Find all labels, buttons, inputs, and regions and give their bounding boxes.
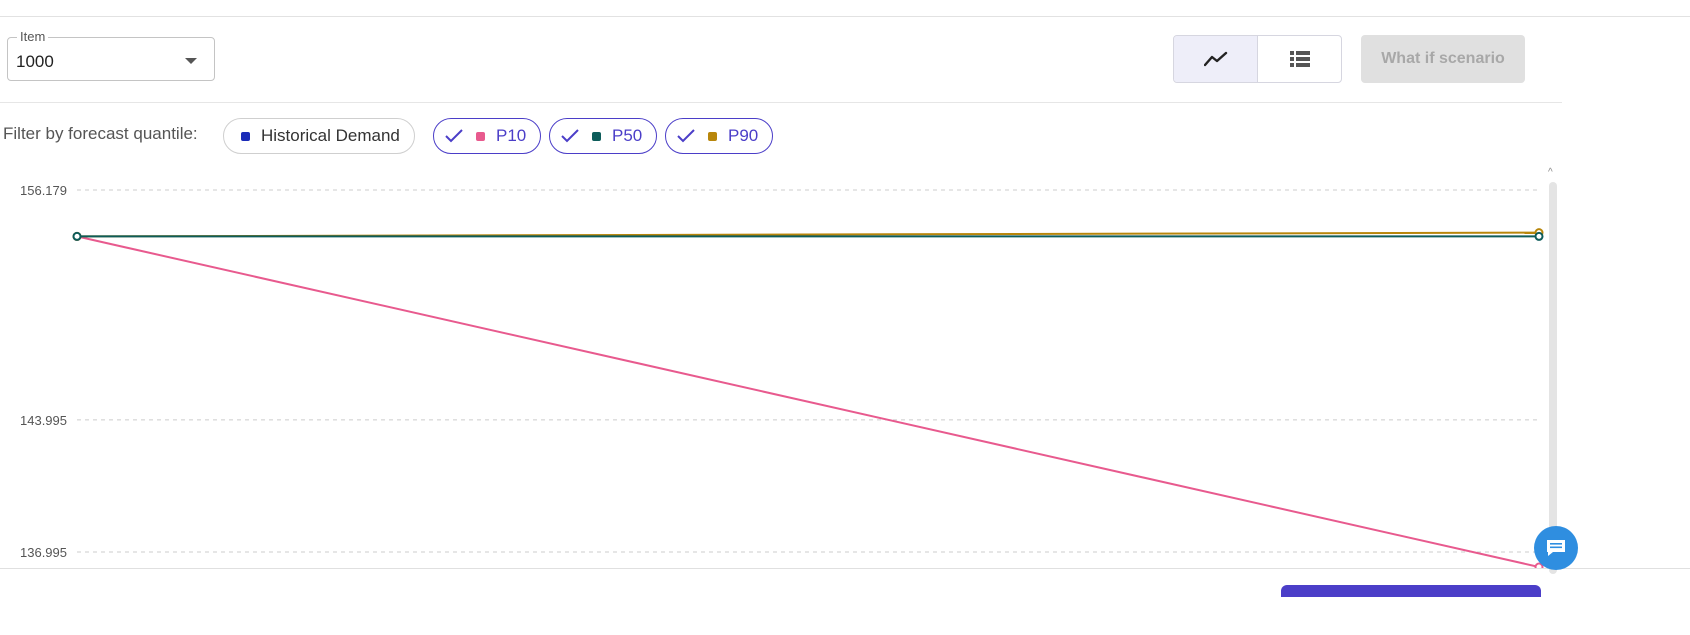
check-icon [444, 128, 464, 144]
y-tick-label: 143.995 [20, 413, 67, 428]
p90-swatch [708, 131, 717, 141]
chip-p90[interactable]: P90 [665, 118, 774, 154]
p10-swatch [476, 131, 485, 141]
chat-icon [1547, 540, 1565, 556]
historical-demand-swatch [241, 131, 250, 141]
chevron-down-icon [185, 58, 197, 64]
chip-label: Historical Demand [261, 126, 400, 145]
chip-p50[interactable]: P50 [549, 118, 658, 154]
chip-historical-demand[interactable]: Historical Demand [223, 118, 415, 154]
table-view-button[interactable] [1258, 36, 1341, 82]
forecast-chart: 156.179 143.995 136.995 [20, 183, 1544, 568]
y-tick-label: 156.179 [20, 183, 67, 198]
what-if-scenario-button[interactable]: What if scenario [1361, 35, 1525, 83]
filter-label: Filter by forecast quantile: [3, 124, 198, 143]
data-point-p50[interactable] [72, 231, 82, 241]
chat-button[interactable] [1534, 526, 1578, 570]
chart-scrollbar[interactable] [1549, 182, 1557, 574]
check-icon [560, 128, 580, 144]
y-tick-label: 136.995 [20, 545, 67, 560]
line-chart-icon [1203, 51, 1227, 67]
bottom-divider [0, 568, 1690, 569]
series-line-p10 [76, 235, 1540, 568]
check-icon [676, 128, 696, 144]
item-select-label: Item [17, 29, 49, 45]
p50-swatch [592, 131, 601, 141]
chip-p10[interactable]: P10 [433, 118, 542, 154]
chip-label: P10 [496, 126, 527, 145]
item-select-value: 1000 [16, 52, 54, 71]
toolbar-divider [0, 102, 1562, 103]
chip-label: P90 [728, 126, 759, 145]
bottom-action-button[interactable] [1281, 585, 1541, 597]
scroll-up-icon[interactable]: ^ [1548, 167, 1553, 178]
view-toggle [1173, 35, 1342, 83]
chart-view-button[interactable] [1174, 36, 1258, 82]
top-divider [0, 16, 1690, 17]
item-select[interactable]: Item 1000 [7, 29, 215, 81]
chip-label: P50 [612, 126, 643, 145]
data-point-p50[interactable] [1534, 231, 1544, 241]
list-icon [1289, 51, 1310, 67]
